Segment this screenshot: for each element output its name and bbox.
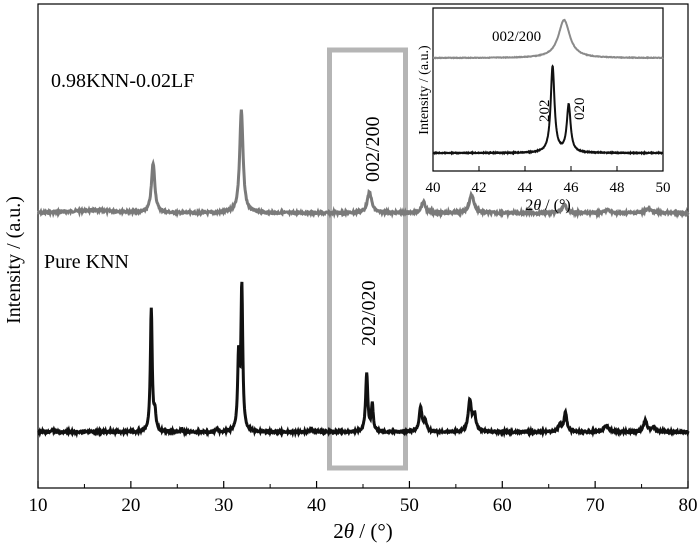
- x-tick-label: 30: [214, 495, 233, 516]
- inset-peak-label-020: 020: [572, 98, 588, 121]
- highlight-box: [327, 47, 408, 471]
- upper-curve-label: 0.98KNN-0.02LF: [51, 70, 194, 92]
- inset-frame: [432, 7, 664, 172]
- x-axis-label: 2θ / (°): [333, 519, 393, 543]
- series-line-pure-knn: [37, 281, 690, 439]
- inset-upper-peak-label: 002/200: [492, 29, 541, 45]
- inset-x-tick-label: 48: [610, 180, 625, 196]
- upper-peak-label: 002/200: [362, 116, 384, 182]
- inset-x-tick-label: 44: [518, 180, 534, 196]
- inset-x-axis-ticks: 40 42 44 46 48 50: [426, 166, 671, 196]
- lower-peak-label: 202/020: [358, 280, 380, 346]
- series-line-0.98KNN-0.02LF: [37, 109, 690, 220]
- lower-curve-label: Pure KNN: [44, 251, 129, 273]
- inset-x-tick-label: 46: [564, 180, 580, 196]
- inset-series-line-0.98KNN-0.02LF: [432, 18, 664, 60]
- x-tick-label: 10: [29, 495, 48, 516]
- inset-x-axis-label: 2θ / (°): [525, 197, 570, 214]
- inset-x-tick-label: 50: [656, 180, 671, 196]
- x-tick-label: 80: [679, 495, 698, 516]
- inset-y-axis-label: Intensity / (a.u.): [417, 45, 432, 135]
- y-axis-label: Intensity / (a.u.): [3, 196, 25, 324]
- inset-x-tick-label: 42: [472, 180, 487, 196]
- inset-peak-label-202: 202: [537, 100, 553, 123]
- x-tick-label: 60: [493, 495, 512, 516]
- x-tick-label: 40: [307, 495, 326, 516]
- x-tick-label: 20: [121, 495, 140, 516]
- x-tick-label: 50: [400, 495, 419, 516]
- x-axis-ticks: 10 20 30 40 50 60 70 80: [29, 481, 698, 516]
- x-tick-label: 70: [586, 495, 605, 516]
- inset-x-tick-label: 40: [426, 180, 441, 196]
- inset-series-line-pure-knn: [432, 64, 664, 156]
